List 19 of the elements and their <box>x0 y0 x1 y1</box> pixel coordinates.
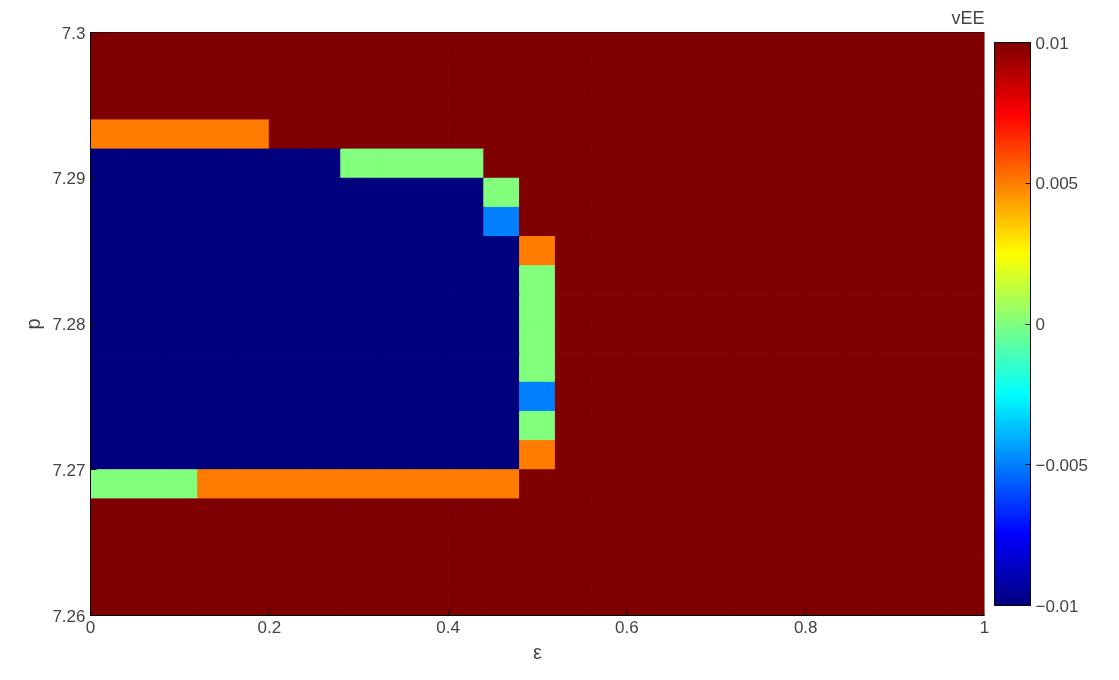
y-tick-label: 7.28 <box>52 315 86 334</box>
x-tick-label: 0.4 <box>436 617 460 637</box>
y-axis-title: p <box>22 318 45 330</box>
y-tick-label: 7.26 <box>52 606 86 626</box>
x-tick-label: 1 <box>979 617 990 637</box>
color-bar-label: −0.01 <box>1035 596 1079 616</box>
y-tick-label: 7.3 <box>61 23 86 43</box>
y-tick-label: 7.29 <box>52 169 86 189</box>
x-tick-label: 0.6 <box>615 617 639 637</box>
color-bar-label: 0.01 <box>1035 33 1069 53</box>
x-tick-label: 0 <box>85 617 96 637</box>
y-tick-label: 7.27 <box>52 460 86 480</box>
color-bar-label: −0.005 <box>1035 455 1088 475</box>
color-bar-label: 0.005 <box>1035 174 1079 194</box>
x-axis-title: ε <box>533 640 543 663</box>
color-bar-label: 0 <box>1035 315 1045 334</box>
color-bar-title: vEE <box>951 7 985 28</box>
x-tick-label: 0.2 <box>257 617 282 637</box>
x-tick-label: 0.8 <box>793 617 818 637</box>
